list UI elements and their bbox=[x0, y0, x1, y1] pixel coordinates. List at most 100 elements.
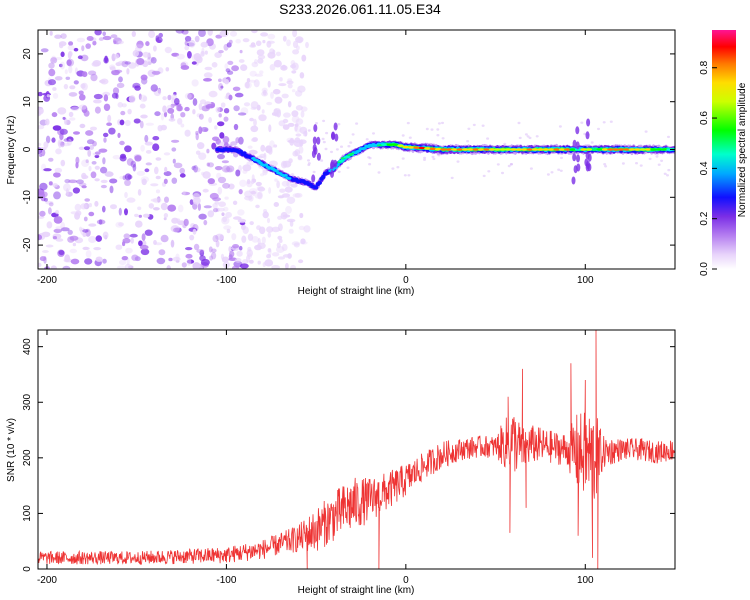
noise-blob bbox=[655, 155, 659, 158]
noise-blob bbox=[38, 142, 42, 147]
noise-blob bbox=[212, 136, 220, 142]
spectral-ridge-cell bbox=[362, 146, 367, 150]
noise-blob bbox=[48, 68, 56, 77]
noise-blob bbox=[517, 121, 521, 125]
noise-blob bbox=[406, 121, 410, 125]
noise-blob bbox=[335, 148, 339, 151]
noise-blob bbox=[546, 173, 550, 176]
spectral-peak bbox=[569, 148, 576, 151]
noise-blob bbox=[487, 170, 491, 173]
noise-blob bbox=[154, 111, 161, 117]
noise-blob bbox=[217, 186, 223, 195]
noise-blob bbox=[112, 155, 121, 160]
noise-blob bbox=[98, 37, 104, 41]
noise-blob bbox=[201, 171, 205, 176]
noise-blob bbox=[124, 179, 131, 186]
noise-blob bbox=[88, 223, 97, 227]
noise-blob bbox=[94, 106, 101, 114]
spectral-peak bbox=[440, 148, 447, 151]
noise-blob bbox=[272, 88, 281, 95]
noise-blob bbox=[423, 158, 426, 161]
noise-blob bbox=[64, 254, 71, 262]
noise-blob bbox=[212, 197, 222, 202]
noise-blob bbox=[74, 203, 82, 211]
noise-blob bbox=[75, 156, 80, 165]
noise-blob bbox=[302, 131, 308, 137]
noise-blob bbox=[282, 118, 289, 124]
noise-blob bbox=[239, 179, 247, 187]
noise-blob bbox=[90, 73, 98, 82]
noise-blob bbox=[430, 128, 434, 131]
spectral-peak bbox=[618, 148, 625, 151]
colorbar-ticks: 0.0 0.2 0.4 0.6 0.8 bbox=[699, 60, 717, 276]
noise-blob bbox=[55, 209, 60, 215]
noise-blob bbox=[82, 232, 87, 237]
noise-blob bbox=[93, 247, 102, 251]
noise-blob bbox=[242, 38, 250, 43]
noise-blob bbox=[221, 212, 225, 216]
noise-blob bbox=[218, 50, 224, 54]
noise-blob bbox=[300, 238, 306, 245]
noise-blob bbox=[667, 168, 671, 172]
noise-blob bbox=[184, 45, 189, 51]
noise-blob bbox=[227, 60, 234, 65]
noise-blob bbox=[52, 236, 58, 240]
noise-blob bbox=[268, 124, 272, 133]
noise-blob bbox=[246, 161, 254, 166]
noise-blob bbox=[377, 171, 381, 174]
noise-blob bbox=[257, 186, 266, 192]
noise-blob bbox=[196, 249, 205, 254]
noise-blob bbox=[98, 219, 103, 225]
noise-blob bbox=[261, 87, 268, 94]
noise-blob bbox=[215, 106, 221, 113]
noise-blob bbox=[298, 225, 305, 231]
spectral-peak bbox=[628, 148, 636, 151]
noise-blob bbox=[76, 37, 86, 43]
noise-blob bbox=[204, 66, 213, 71]
noise-blob bbox=[132, 163, 137, 172]
noise-blob bbox=[52, 87, 57, 91]
noise-blob bbox=[58, 41, 67, 47]
spectral-disturbance bbox=[576, 163, 581, 172]
noise-blob bbox=[140, 74, 148, 81]
noise-blob bbox=[102, 31, 106, 37]
y-tick-label: 400 bbox=[22, 338, 33, 355]
noise-blob bbox=[140, 144, 145, 152]
noise-blob bbox=[60, 222, 66, 230]
noise-blob bbox=[269, 48, 275, 54]
noise-blob bbox=[115, 221, 123, 228]
noise-blob bbox=[266, 101, 273, 106]
noise-blob bbox=[167, 94, 172, 101]
noise-blob bbox=[193, 167, 201, 173]
colorbar-tick-label: 0.2 bbox=[699, 211, 710, 225]
noise-blob bbox=[117, 102, 124, 108]
noise-blob bbox=[257, 58, 264, 64]
spectral-peak bbox=[413, 146, 420, 149]
noise-blob bbox=[139, 103, 146, 109]
noise-blob bbox=[267, 232, 272, 238]
noise-blob bbox=[172, 158, 176, 164]
noise-blob bbox=[72, 242, 77, 247]
noise-blob bbox=[203, 219, 208, 226]
noise-blob bbox=[131, 254, 139, 261]
noise-blob bbox=[45, 118, 50, 126]
noise-blob bbox=[100, 166, 108, 174]
noise-blob bbox=[233, 216, 242, 220]
noise-blob bbox=[88, 211, 95, 217]
noise-blob bbox=[199, 113, 204, 120]
noise-blob bbox=[59, 63, 63, 68]
noise-blob bbox=[95, 235, 103, 242]
noise-blob bbox=[43, 197, 48, 202]
noise-blob bbox=[124, 191, 128, 199]
noise-blob bbox=[590, 141, 594, 144]
spectral-peak bbox=[623, 148, 630, 151]
noise-blob bbox=[277, 235, 283, 240]
spectral-peak bbox=[666, 148, 673, 151]
noise-blob bbox=[48, 62, 55, 69]
noise-blob bbox=[148, 203, 154, 209]
noise-blob bbox=[320, 159, 324, 162]
noise-blob bbox=[298, 259, 304, 264]
noise-blob bbox=[102, 258, 107, 264]
noise-blob bbox=[231, 233, 237, 241]
